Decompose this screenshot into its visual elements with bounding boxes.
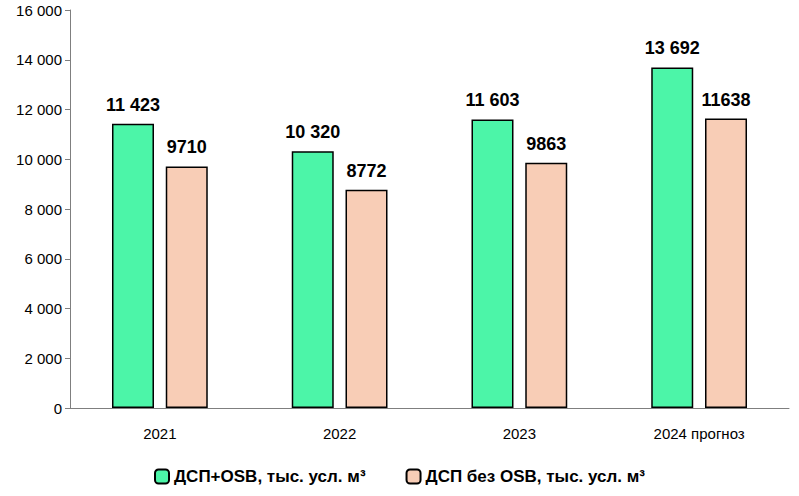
svg-text:2024 прогноз: 2024 прогноз: [654, 425, 745, 442]
svg-text:16 000: 16 000: [16, 2, 62, 19]
svg-text:6 000: 6 000: [24, 250, 62, 267]
svg-text:12 000: 12 000: [16, 101, 62, 118]
svg-text:13 692: 13 692: [645, 38, 700, 58]
svg-text:0: 0: [54, 400, 62, 417]
svg-text:10 000: 10 000: [16, 151, 62, 168]
svg-text:8772: 8772: [346, 161, 386, 181]
svg-text:9863: 9863: [526, 134, 566, 154]
svg-text:2022: 2022: [323, 425, 356, 442]
svg-text:ДСП+OSB, тыс. усл. м³: ДСП+OSB, тыс. усл. м³: [174, 467, 366, 486]
svg-text:14 000: 14 000: [16, 51, 62, 68]
svg-text:9710: 9710: [167, 137, 207, 157]
svg-text:4 000: 4 000: [24, 300, 62, 317]
svg-text:2021: 2021: [143, 425, 176, 442]
svg-text:11 423: 11 423: [106, 95, 160, 115]
svg-text:8 000: 8 000: [24, 201, 62, 218]
svg-text:11638: 11638: [701, 90, 750, 110]
svg-text:2 000: 2 000: [24, 350, 62, 367]
svg-text:11 603: 11 603: [465, 90, 519, 110]
svg-text:2023: 2023: [503, 425, 536, 442]
svg-text:ДСП без OSB, тыс. усл. м³: ДСП без OSB, тыс. усл. м³: [426, 467, 646, 486]
svg-text:10 320: 10 320: [285, 122, 340, 142]
